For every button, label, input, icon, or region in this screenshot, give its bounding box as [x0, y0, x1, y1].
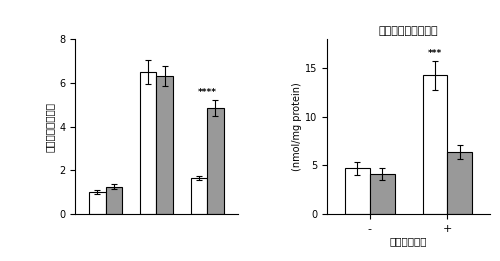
X-axis label: パルミチン酸: パルミチン酸 — [390, 236, 428, 247]
Bar — [89, 192, 106, 214]
Bar — [191, 178, 207, 214]
Bar — [140, 72, 156, 214]
Text: ****: **** — [198, 88, 216, 97]
Bar — [448, 152, 472, 214]
Bar — [156, 76, 172, 214]
Y-axis label: インスリン感受性: インスリン感受性 — [45, 102, 55, 152]
Bar — [370, 174, 394, 214]
Title: 細胞のセラミド含量: 細胞のセラミド含量 — [379, 26, 438, 35]
Bar — [106, 187, 122, 214]
Bar — [345, 168, 370, 214]
Y-axis label: (nmol/mg protein): (nmol/mg protein) — [292, 82, 302, 171]
Text: ***: *** — [428, 49, 442, 58]
Bar — [422, 75, 448, 214]
Bar — [207, 108, 224, 214]
